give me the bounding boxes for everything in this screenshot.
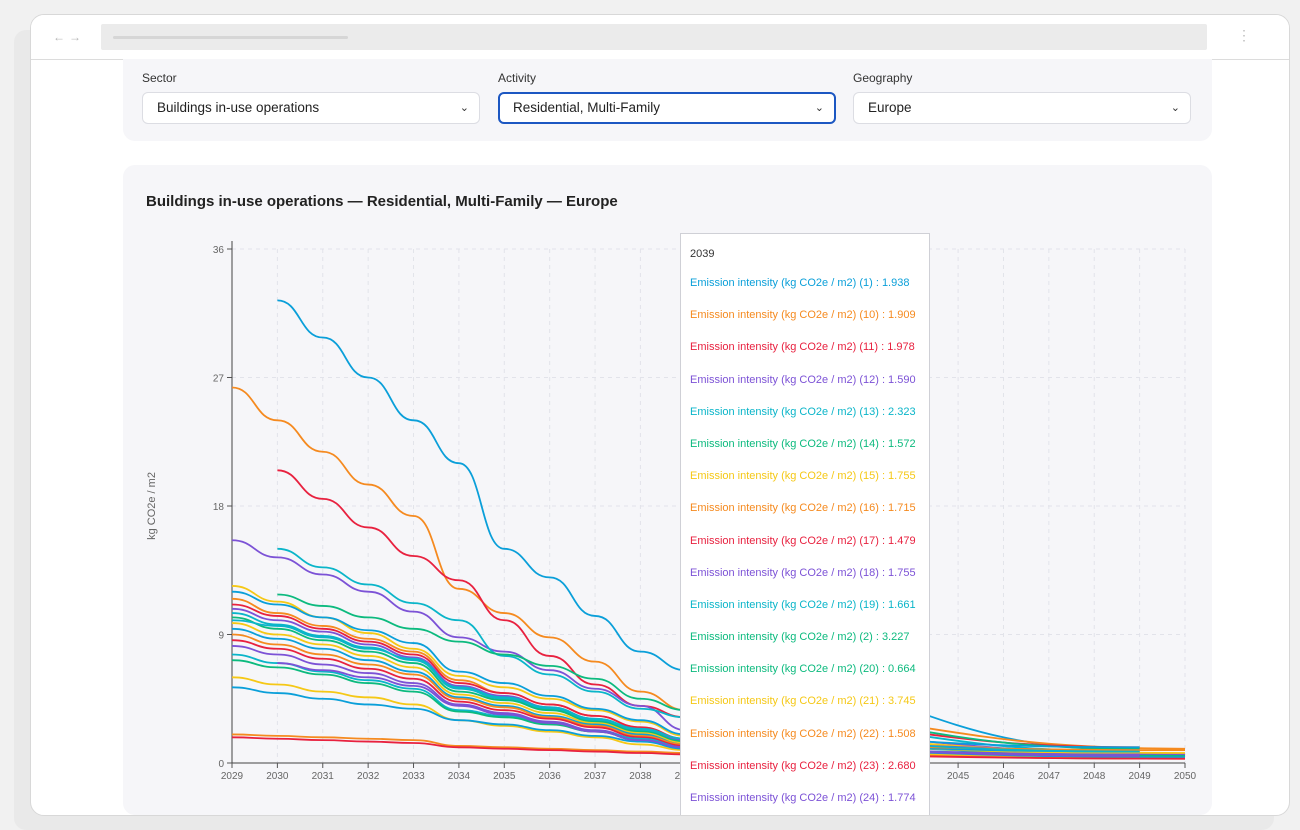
tooltip-item: Emission intensity (kg CO2e / m2) (21) :… (690, 695, 916, 708)
y-tick-label: 27 (213, 374, 225, 385)
nav-arrows[interactable]: ←→ (53, 30, 85, 44)
geography-value: Europe (868, 100, 912, 115)
x-tick-label: 2032 (357, 771, 380, 782)
tooltip-item: Emission intensity (kg CO2e / m2) (22) :… (690, 727, 916, 740)
tooltip-item: Emission intensity (kg CO2e / m2) (17) :… (690, 534, 916, 547)
x-tick-label: 2050 (1174, 771, 1197, 782)
geography-filter: Geography Europe ⌄ (853, 71, 1191, 124)
y-tick-label: 0 (218, 759, 224, 770)
tooltip-item: Emission intensity (kg CO2e / m2) (19) :… (690, 598, 916, 611)
address-bar[interactable] (101, 24, 1207, 50)
x-tick-label: 2047 (1038, 771, 1061, 782)
y-axis-label: kg CO2e / m2 (146, 472, 158, 540)
filter-panel: Sector Buildings in-use operations ⌄ Acti… (123, 59, 1212, 141)
tooltip-item: Emission intensity (kg CO2e / m2) (14) :… (690, 437, 916, 450)
activity-value: Residential, Multi-Family (513, 100, 661, 115)
arrow-right-icon[interactable]: → (69, 30, 85, 44)
x-tick-label: 2034 (448, 771, 471, 782)
tooltip-item: Emission intensity (kg CO2e / m2) (11) :… (690, 341, 915, 354)
tooltip-item: Emission intensity (kg CO2e / m2) (13) :… (690, 405, 916, 418)
geography-label: Geography (853, 71, 913, 85)
tooltip-item: Emission intensity (kg CO2e / m2) (16) :… (690, 502, 916, 515)
x-tick-label: 2049 (1128, 771, 1151, 782)
sector-value: Buildings in-use operations (157, 100, 320, 115)
x-tick-label: 2046 (992, 771, 1015, 782)
sector-filter: Sector Buildings in-use operations ⌄ (142, 71, 480, 124)
x-tick-label: 2038 (629, 771, 652, 782)
x-tick-label: 2030 (266, 771, 289, 782)
tooltip-item: Emission intensity (kg CO2e / m2) (1) : … (690, 277, 910, 289)
activity-select[interactable]: Residential, Multi-Family ⌄ (498, 92, 836, 124)
tooltip-item: Emission intensity (kg CO2e / m2) (2) : … (690, 631, 910, 644)
chevron-down-icon: ⌄ (1170, 102, 1180, 114)
x-tick-label: 2033 (402, 771, 425, 782)
address-placeholder-line (113, 36, 348, 39)
tooltip-item: Emission intensity (kg CO2e / m2) (18) :… (690, 566, 916, 579)
chart-tooltip: 2039 Emission intensity (kg CO2e / m2) (… (680, 233, 930, 815)
activity-filter: Activity Residential, Multi-Family ⌄ (498, 71, 836, 124)
tooltip-item: Emission intensity (kg CO2e / m2) (20) :… (690, 663, 916, 676)
chevron-down-icon: ⌄ (814, 102, 824, 114)
tooltip-rows: Emission intensity (kg CO2e / m2) (1) : … (690, 277, 929, 815)
x-tick-label: 2035 (493, 771, 516, 782)
browser-window: ←→ ⋮ Sector Buildings in-use operations ⌄… (30, 14, 1290, 816)
tooltip-title: 2039 (690, 248, 715, 260)
x-tick-label: 2045 (947, 771, 970, 782)
tooltip-item: Emission intensity (kg CO2e / m2) (15) :… (690, 470, 916, 483)
sector-label: Sector (142, 71, 177, 85)
chevron-down-icon: ⌄ (459, 102, 469, 114)
arrow-left-icon[interactable]: ← (53, 30, 69, 44)
line-chart[interactable]: 0 9 18 27 36 2029 2030 2031 2032 2033 2034 2035 2036… (123, 165, 1212, 815)
y-tick-label: 18 (213, 502, 225, 513)
sector-select[interactable]: Buildings in-use operations ⌄ (142, 92, 480, 124)
chart-title: Buildings in-use operations — Residentia… (146, 193, 618, 210)
x-tick-label: 2048 (1083, 771, 1106, 782)
x-tick-label: 2036 (539, 771, 562, 782)
tooltip-item: Emission intensity (kg CO2e / m2) (23) :… (690, 759, 916, 772)
y-tick-label: 36 (213, 245, 225, 256)
chart-card: Buildings in-use operations — Residentia… (123, 165, 1212, 815)
x-tick-label: 2029 (221, 771, 244, 782)
browser-toolbar: ←→ ⋮ (31, 15, 1289, 60)
tooltip-item: Emission intensity (kg CO2e / m2) (12) :… (690, 373, 916, 386)
y-tick-label: 9 (218, 631, 224, 642)
vertical-dots-icon[interactable]: ⋮ (1237, 27, 1251, 43)
geography-select[interactable]: Europe ⌄ (853, 92, 1191, 124)
x-tick-label: 2037 (584, 771, 607, 782)
activity-label: Activity (498, 71, 537, 85)
tooltip-item: Emission intensity (kg CO2e / m2) (10) :… (690, 309, 916, 322)
x-tick-label: 2031 (312, 771, 335, 782)
tooltip-item: Emission intensity (kg CO2e / m2) (24) :… (690, 792, 916, 804)
